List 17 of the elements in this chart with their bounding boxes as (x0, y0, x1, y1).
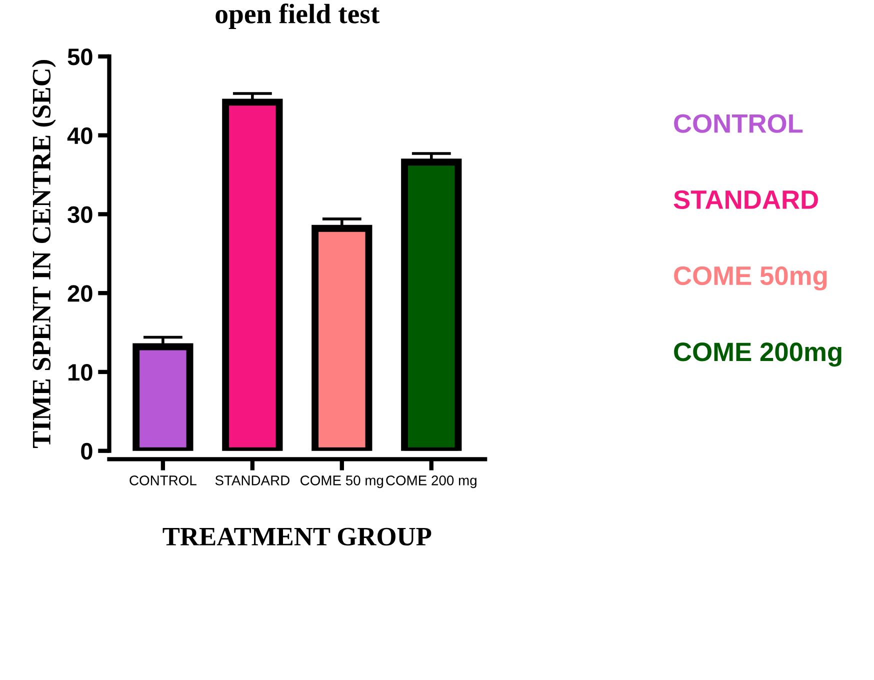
y-tick-label: 0 (81, 442, 92, 460)
y-axis-title: TIME SPENT IN CENTRE (SEC) (32, 60, 56, 448)
x-tick-label: COME 200 mg (386, 476, 476, 488)
text: STANDARD (674, 190, 818, 210)
y-tick-label: 10 (68, 364, 92, 381)
text: COME 50mg (674, 266, 827, 290)
y-tick-label: 40 (67, 127, 92, 144)
y-tick-label: 30 (68, 206, 92, 224)
x-tick-label: COME 50 mg (300, 476, 384, 488)
x-tick-label: STANDARD (215, 476, 290, 486)
text: COME 200mg (674, 342, 842, 367)
y-tick-label: 50 (68, 48, 92, 66)
text: CONTROL (674, 114, 803, 133)
chart-title: open field test (216, 4, 380, 30)
x-tick-label: CONTROL (130, 476, 196, 486)
y-tick-label: 20 (68, 285, 92, 302)
x-axis-title: TREATMENT GROUP (162, 528, 432, 546)
